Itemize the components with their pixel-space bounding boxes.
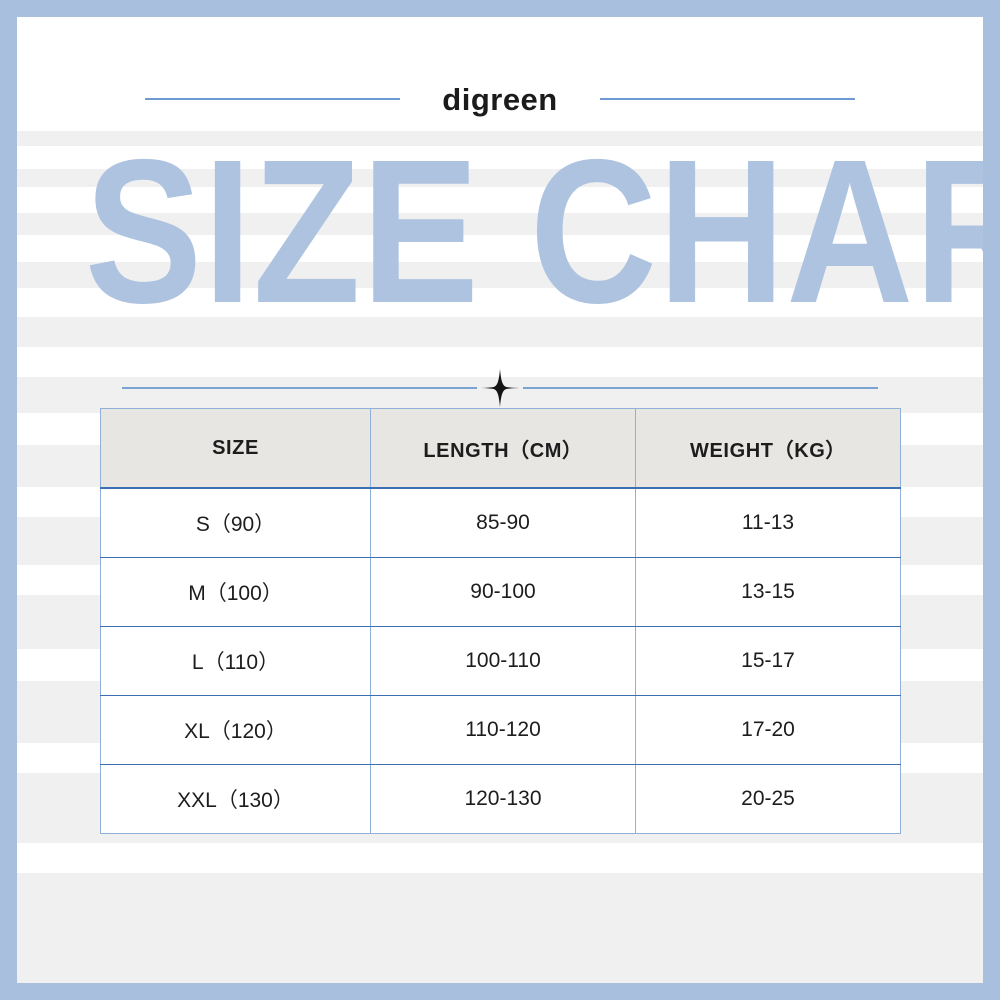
cell-weight: 17-20: [635, 695, 901, 765]
column-header-length: LENGTH（CM）: [370, 408, 636, 489]
column-header-weight: WEIGHT（KG）: [635, 408, 901, 489]
cell-weight: 15-17: [635, 626, 901, 696]
cell-length: 100-110: [370, 626, 636, 696]
page-title: SIZE CHART: [84, 117, 983, 346]
column-header-size: SIZE: [100, 408, 371, 489]
cell-length: 110-120: [370, 695, 636, 765]
cell-length: 85-90: [370, 488, 636, 558]
cell-weight: 13-15: [635, 557, 901, 627]
brand-name: digreen: [442, 81, 558, 117]
divider-rule-left: [122, 387, 477, 389]
brand-row: digreen: [17, 74, 983, 124]
cell-size: XL（120）: [100, 695, 371, 765]
divider: [17, 365, 983, 411]
size-chart-table: SIZE LENGTH（CM） WEIGHT（KG） S（90） 85-90 1…: [100, 408, 901, 834]
table-header: SIZE LENGTH（CM） WEIGHT（KG）: [100, 408, 901, 489]
table-header-row: SIZE LENGTH（CM） WEIGHT（KG）: [100, 408, 901, 489]
table-row: S（90） 85-90 11-13: [100, 488, 901, 558]
poster-canvas: digreen SIZE CHART SIZE: [17, 17, 983, 983]
cell-weight: 11-13: [635, 488, 901, 558]
table-row: XXL（130） 120-130 20-25: [100, 764, 901, 834]
table-row: M（100） 90-100 13-15: [100, 557, 901, 627]
cell-size: L（110）: [100, 626, 371, 696]
cell-size: S（90）: [100, 488, 371, 558]
cell-weight: 20-25: [635, 764, 901, 834]
table-row: XL（120） 110-120 17-20: [100, 695, 901, 765]
cell-length: 90-100: [370, 557, 636, 627]
table-row: L（110） 100-110 15-17: [100, 626, 901, 696]
cell-length: 120-130: [370, 764, 636, 834]
brand-rule-left: [145, 98, 400, 100]
divider-rule-right: [523, 387, 878, 389]
cell-size: XXL（130）: [100, 764, 371, 834]
brand-rule-right: [600, 98, 855, 100]
table-body: S（90） 85-90 11-13 M（100） 90-100 13-15 L（…: [100, 488, 901, 834]
four-point-sparkle-icon: [477, 365, 523, 411]
background-stripe: [17, 873, 983, 983]
cell-size: M（100）: [100, 557, 371, 627]
